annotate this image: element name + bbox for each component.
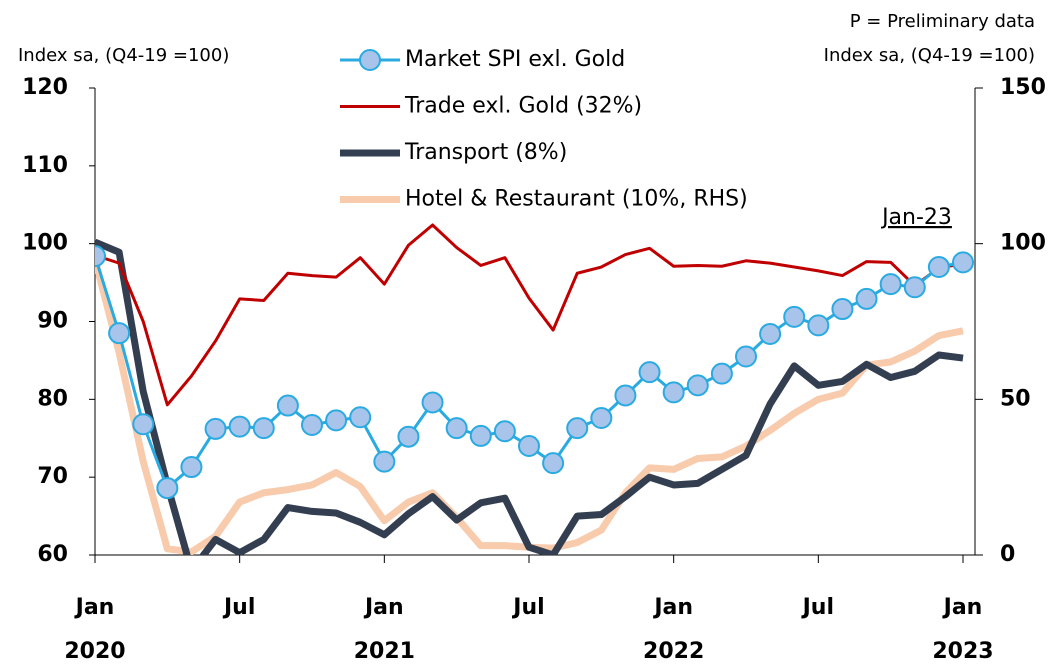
series-marker [301, 414, 323, 437]
y-axis-label: Index sa, (Q4-19 =100) [18, 45, 229, 66]
series-marker [204, 417, 227, 440]
x-year-label: 2023 [932, 639, 993, 664]
legend-label: Trade exl. Gold (32%) [404, 94, 642, 119]
x-year-label: 2022 [643, 639, 704, 664]
y2-tick-label: 50 [1000, 386, 1031, 411]
x-tick-label: Jul [801, 595, 834, 620]
x-tick-label: Jul [222, 595, 255, 620]
series-line [95, 238, 964, 555]
y-tick-label: 80 [37, 386, 68, 411]
x-tick-label: Jan [363, 595, 404, 620]
x-tick-label: Jan [942, 595, 983, 620]
series-marker [95, 245, 106, 268]
x-tick-label: Jan [652, 595, 693, 620]
series-marker [180, 456, 203, 479]
series-marker [108, 322, 131, 345]
y-tick-label: 110 [22, 153, 68, 178]
annotation: Jan-23 [880, 205, 952, 230]
x-tick-label: Jul [511, 595, 544, 620]
y2-axis-label: Index sa, (Q4-19 =100) [824, 45, 1035, 66]
legend-label: Hotel & Restaurant (10%, RHS) [405, 187, 748, 212]
series-marker [903, 276, 926, 299]
y2-tick-label: 0 [1000, 542, 1015, 567]
series-marker [349, 406, 372, 429]
series-marker [325, 409, 348, 432]
series-marker [710, 362, 733, 385]
series-marker [566, 417, 589, 440]
x-tick-label: Jan [74, 595, 115, 620]
series-marker [735, 345, 757, 368]
plot-area [95, 223, 974, 555]
series-marker [445, 417, 468, 440]
series-marker [590, 407, 613, 430]
x-year-label: 2020 [64, 639, 125, 664]
series-line [95, 258, 964, 555]
series-marker [228, 415, 251, 438]
series-marker [807, 314, 830, 337]
series-marker [518, 435, 540, 458]
y-tick-label: 70 [37, 464, 68, 489]
y-tick-label: 100 [22, 231, 68, 256]
series-marker [397, 425, 420, 448]
legend-marker [359, 49, 381, 71]
y-tick-label: 60 [37, 542, 68, 567]
legend-label: Transport (8%) [404, 140, 567, 165]
series-marker [783, 305, 806, 328]
series-marker [927, 256, 950, 279]
series-marker [614, 384, 637, 407]
series-marker [638, 361, 661, 384]
series-marker [132, 413, 155, 436]
series-marker [831, 298, 854, 321]
series-marker [879, 273, 902, 296]
note: P = Preliminary data [850, 11, 1035, 32]
y2-tick-label: 100 [1000, 231, 1046, 256]
series-marker [276, 394, 299, 417]
y-tick-label: 120 [22, 75, 68, 100]
series-marker [493, 420, 516, 443]
x-year-label: 2021 [354, 639, 415, 664]
series-line [95, 223, 964, 407]
legend-label: Market SPI exl. Gold [405, 47, 625, 72]
y2-tick-label: 150 [1000, 75, 1046, 100]
series-marker [373, 450, 396, 473]
series-marker [662, 381, 685, 404]
series-marker [759, 322, 782, 345]
series-marker [542, 452, 565, 475]
y-tick-label: 90 [37, 309, 68, 334]
series-marker [855, 287, 878, 310]
series-marker [156, 477, 179, 500]
series-marker [421, 391, 444, 414]
series-marker [686, 374, 709, 397]
series-marker [252, 417, 275, 440]
series-marker [952, 251, 974, 274]
series-marker [469, 424, 492, 447]
